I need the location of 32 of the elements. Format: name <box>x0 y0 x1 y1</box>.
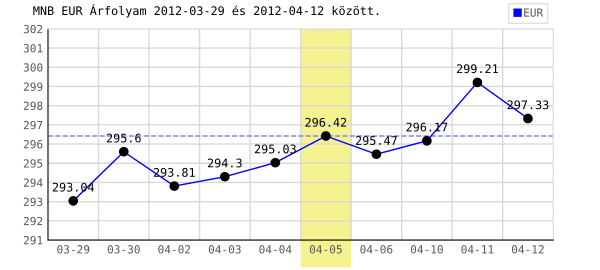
y-tick-label: 296 <box>24 140 42 148</box>
chart-title: MNB EUR Árfolyam 2012-03-29 és 2012-04-12 között. <box>33 4 378 18</box>
data-label: 296.42 <box>305 118 346 127</box>
y-tick-label: 293 <box>24 198 42 206</box>
x-tick-label: 04-05 <box>310 245 342 254</box>
y-tick-label: 297 <box>24 120 42 130</box>
y-tick-label: 299 <box>24 82 42 91</box>
data-label: 299.21 <box>456 64 498 74</box>
x-tick-label: 04-11 <box>461 245 494 254</box>
y-tick-label: 291 <box>24 236 42 244</box>
legend-label: EUR <box>524 8 544 17</box>
x-tick-label: 04-02 <box>158 245 190 254</box>
x-tick-label: 03-30 <box>108 245 140 254</box>
y-tick-label: 294 <box>24 178 43 187</box>
y-tick-label: 301 <box>24 44 42 52</box>
x-tick-label: 04-03 <box>208 245 241 254</box>
y-tick-label: 292 <box>24 216 42 226</box>
data-label: 297.33 <box>507 100 548 110</box>
data-label: 295.6 <box>106 134 141 143</box>
data-label: 295.47 <box>356 136 397 145</box>
x-tick-label: 04-06 <box>360 245 392 254</box>
y-tick-label: 300 <box>24 63 42 72</box>
x-tick-label: 04-12 <box>512 245 544 254</box>
y-tick-label: 298 <box>24 102 42 110</box>
y-tick-label: 302 <box>24 24 42 34</box>
data-label: 293.81 <box>154 168 195 177</box>
x-tick-label: 03-29 <box>57 245 90 254</box>
y-tick-label: 295 <box>24 159 42 168</box>
data-label: 295.03 <box>254 144 296 154</box>
x-tick-label: 04-04 <box>259 245 292 254</box>
x-tick-label: 04-10 <box>410 245 443 254</box>
data-label: 294.3 <box>208 158 242 168</box>
